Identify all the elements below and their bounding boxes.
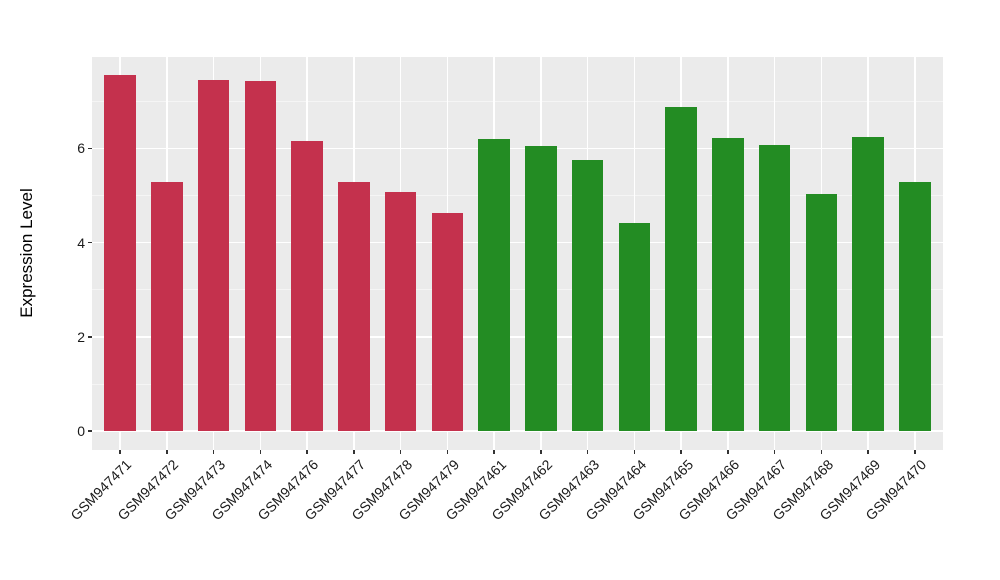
- gridline-minor-y1: [92, 383, 943, 385]
- x-tick-mark-GSM947478: [399, 450, 402, 454]
- y-tick-label-6: 6: [77, 140, 85, 157]
- bar-GSM947473: [197, 79, 230, 432]
- gridline-major-y0: [92, 430, 943, 432]
- x-tick-mark-GSM947469: [867, 450, 869, 454]
- bar-GSM947461: [478, 139, 510, 432]
- gridline-minor-y3: [92, 289, 943, 291]
- gridline-major-y4: [92, 241, 943, 244]
- x-tick-mark-GSM947467: [773, 450, 776, 454]
- x-tick-mark-GSM947468: [820, 450, 823, 454]
- y-tick-mark-4: [88, 241, 92, 244]
- x-tick-mark-GSM947470: [914, 450, 916, 454]
- x-tick-mark-GSM947474: [259, 450, 262, 454]
- bar-GSM947463: [571, 160, 604, 432]
- bar-GSM947466: [712, 138, 744, 432]
- bar-GSM947464: [618, 223, 651, 432]
- bar-GSM947468: [805, 194, 838, 432]
- x-tick-mark-GSM947479: [446, 450, 449, 454]
- x-tick-mark-GSM947465: [680, 450, 682, 454]
- y-tick-label-0: 0: [77, 423, 85, 440]
- bar-GSM947465: [665, 106, 697, 432]
- bar-GSM947472: [151, 181, 183, 432]
- y-tick-label-4: 4: [77, 234, 85, 251]
- bar-GSM947470: [899, 181, 931, 432]
- x-tick-mark-GSM947464: [633, 450, 636, 454]
- y-tick-mark-2: [88, 336, 92, 338]
- bar-GSM947479: [431, 212, 464, 432]
- x-tick-mark-GSM947466: [727, 450, 729, 454]
- x-tick-mark-GSM947472: [166, 450, 168, 454]
- y-tick-mark-0: [88, 430, 92, 432]
- x-tick-mark-GSM947477: [353, 450, 355, 454]
- bar-GSM947469: [852, 137, 884, 432]
- gridline-minor-y5: [92, 195, 943, 197]
- bar-GSM947476: [291, 141, 323, 432]
- gridline-major-y2: [92, 336, 943, 338]
- x-tick-mark-GSM947476: [306, 450, 308, 454]
- y-tick-label-2: 2: [77, 328, 85, 345]
- gridline-minor-y7: [92, 100, 943, 102]
- x-tick-mark-GSM947461: [493, 450, 495, 454]
- x-tick-mark-GSM947471: [119, 450, 121, 454]
- plot-panel: [92, 57, 943, 450]
- bar-GSM947474: [244, 80, 277, 432]
- x-tick-mark-GSM947463: [586, 450, 589, 454]
- bar-GSM947478: [384, 192, 417, 432]
- y-tick-mark-6: [88, 147, 92, 150]
- bar-GSM947467: [758, 144, 791, 432]
- bar-GSM947477: [338, 181, 370, 432]
- x-tick-mark-GSM947473: [212, 450, 215, 454]
- y-axis-title: Expression Level: [17, 188, 36, 318]
- x-tick-mark-GSM947462: [540, 450, 542, 454]
- bar-GSM947471: [104, 75, 136, 432]
- bar-GSM947462: [525, 146, 557, 432]
- gridline-major-y6: [92, 147, 943, 150]
